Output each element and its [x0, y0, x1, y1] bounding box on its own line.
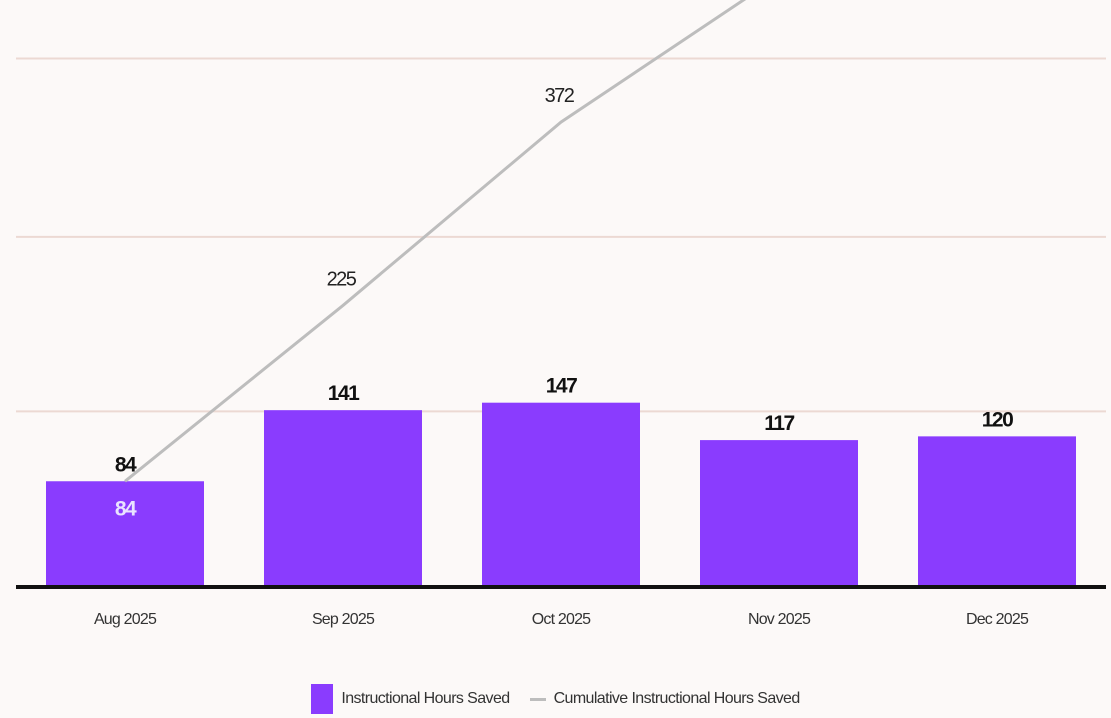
x-tick-label: Oct 2025	[532, 611, 591, 628]
bar	[264, 410, 422, 586]
line-value-label: 84	[115, 497, 137, 520]
bar-value-label: 147	[546, 375, 577, 398]
bar-value-label: 120	[982, 408, 1013, 431]
x-tick-label: Dec 2025	[966, 611, 1029, 628]
cumulative-line	[124, 0, 747, 483]
legend-line-swatch	[529, 697, 546, 701]
legend-label-line: Cumulative Instructional Hours Saved	[553, 690, 801, 707]
line-value-label: 372	[545, 85, 575, 107]
legend-item-bars: Instructional Hours Saved	[311, 684, 510, 714]
x-tick-label: Aug 2025	[94, 611, 157, 628]
bar	[918, 436, 1076, 586]
bar	[482, 402, 640, 586]
bar	[700, 440, 858, 586]
legend-bar-swatch	[311, 684, 334, 714]
legend: Instructional Hours Saved Cumulative Ins…	[0, 684, 1111, 714]
legend-item-line: Cumulative Instructional Hours Saved	[529, 690, 801, 708]
bar-value-label: 117	[764, 412, 794, 435]
bar-value-label: 84	[115, 453, 137, 476]
line-value-label: 225	[327, 268, 357, 290]
x-tick-label: Sep 2025	[312, 611, 375, 628]
bar	[46, 481, 204, 586]
x-tick-label: Nov 2025	[748, 611, 811, 628]
bar-value-label: 141	[328, 382, 360, 405]
legend-label-bars: Instructional Hours Saved	[341, 690, 510, 707]
